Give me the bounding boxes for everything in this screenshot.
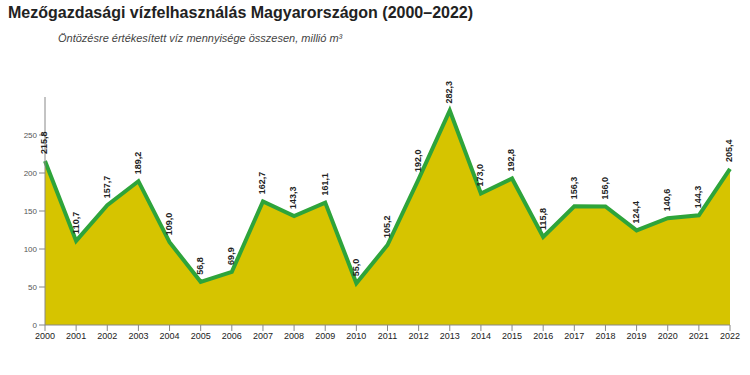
svg-text:110,7: 110,7 — [71, 212, 81, 234]
svg-text:2011: 2011 — [378, 331, 397, 341]
svg-text:2006: 2006 — [222, 331, 242, 341]
svg-text:69,9: 69,9 — [226, 247, 236, 265]
svg-text:2015: 2015 — [502, 331, 522, 341]
svg-text:0: 0 — [33, 321, 38, 330]
svg-text:56,8: 56,8 — [195, 257, 205, 275]
svg-text:173,0: 173,0 — [475, 164, 485, 187]
svg-text:2009: 2009 — [315, 331, 335, 341]
svg-text:2017: 2017 — [564, 331, 584, 341]
svg-text:192,8: 192,8 — [506, 149, 516, 172]
svg-text:250: 250 — [24, 131, 38, 140]
svg-text:2022: 2022 — [720, 331, 740, 341]
svg-text:150: 150 — [24, 207, 38, 216]
svg-text:2021: 2021 — [689, 331, 709, 341]
svg-text:50: 50 — [28, 283, 37, 292]
svg-text:2004: 2004 — [160, 331, 180, 341]
svg-text:282,3: 282,3 — [444, 81, 454, 104]
svg-text:2008: 2008 — [284, 331, 304, 341]
svg-text:161,1: 161,1 — [320, 173, 330, 196]
svg-text:192,0: 192,0 — [413, 150, 423, 173]
svg-text:2002: 2002 — [97, 331, 117, 341]
svg-text:205,4: 205,4 — [724, 139, 734, 162]
svg-text:215,8: 215,8 — [39, 131, 49, 154]
svg-text:124,4: 124,4 — [631, 201, 641, 224]
svg-text:115,8: 115,8 — [538, 208, 548, 230]
svg-text:2007: 2007 — [253, 331, 273, 341]
svg-text:157,7: 157,7 — [102, 176, 112, 199]
svg-text:2001: 2001 — [66, 331, 86, 341]
svg-text:162,7: 162,7 — [257, 172, 267, 195]
svg-text:189,2: 189,2 — [133, 152, 143, 175]
svg-text:2018: 2018 — [595, 331, 615, 341]
svg-text:2000: 2000 — [35, 331, 55, 341]
svg-text:143,3: 143,3 — [288, 187, 298, 210]
svg-text:2010: 2010 — [346, 331, 366, 341]
svg-text:200: 200 — [24, 169, 38, 178]
svg-text:2019: 2019 — [627, 331, 647, 341]
svg-text:156,0: 156,0 — [600, 177, 610, 200]
svg-text:2016: 2016 — [533, 331, 553, 341]
html-text:Mezőgazdasági vízfelhasználás: Mezőgazdasági vízfelhasználás Magyarorsz… — [8, 4, 474, 21]
svg-text:140,6: 140,6 — [662, 189, 672, 212]
svg-text:100: 100 — [24, 245, 38, 254]
svg-text:2014: 2014 — [471, 331, 491, 341]
svg-text:105,2: 105,2 — [382, 216, 392, 239]
svg-text:109,0: 109,0 — [164, 213, 174, 236]
svg-text:55,0: 55,0 — [351, 259, 361, 277]
html-text:Öntözésre értékesített víz men: Öntözésre értékesített víz mennyisége ös… — [58, 32, 343, 44]
svg-text:2003: 2003 — [128, 331, 148, 341]
svg-text:2013: 2013 — [440, 331, 460, 341]
svg-text:2012: 2012 — [409, 331, 429, 341]
svg-text:144,3: 144,3 — [693, 186, 703, 209]
svg-text:2020: 2020 — [658, 331, 678, 341]
svg-text:2005: 2005 — [191, 331, 211, 341]
svg-text:156,3: 156,3 — [569, 177, 579, 200]
